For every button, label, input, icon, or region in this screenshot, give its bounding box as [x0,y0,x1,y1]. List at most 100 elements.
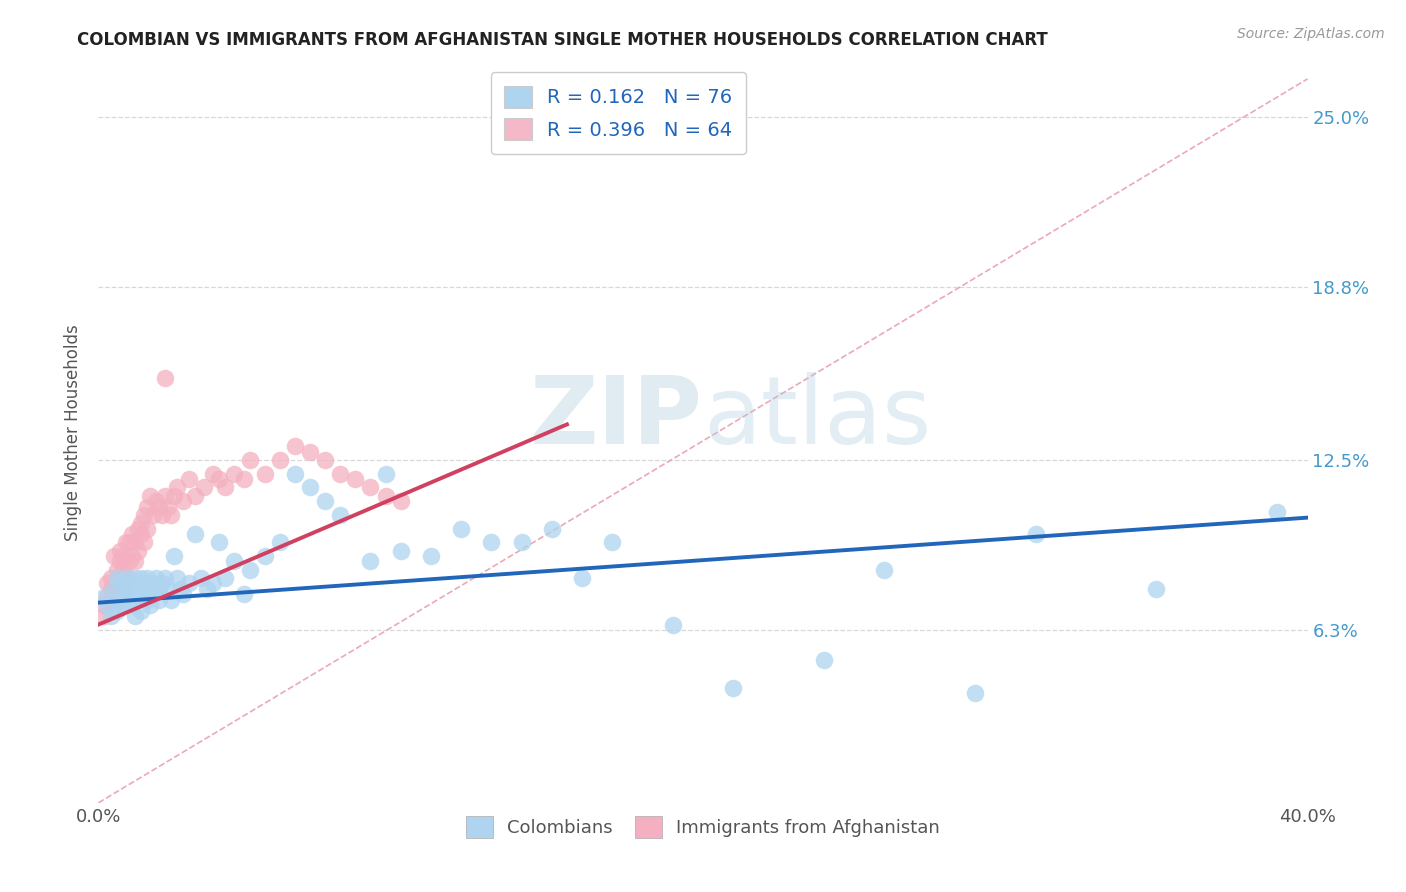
Point [661,617,683,632]
Point [163,549,186,563]
Point [127,590,149,604]
Point [202,576,225,591]
Point [105,604,128,618]
Point [344,472,367,486]
Point [121,582,143,596]
Point [153,489,176,503]
Point [239,453,262,467]
Point [224,467,246,481]
Point [132,576,155,591]
Point [314,453,336,467]
Point [148,582,170,596]
Point [190,571,212,585]
Point [329,508,352,522]
Point [118,554,141,568]
Point [208,535,231,549]
Point [118,587,141,601]
Point [145,571,167,585]
Point [93,609,115,624]
Point [135,593,157,607]
Point [100,571,122,585]
Point [160,593,183,607]
Point [253,467,276,481]
Point [148,500,170,514]
Point [184,489,207,503]
Point [571,571,593,585]
Point [202,467,225,481]
Point [723,681,745,695]
Point [450,522,472,536]
Point [105,563,128,577]
Point [166,571,188,585]
Point [132,535,155,549]
Point [96,576,118,591]
Point [103,582,125,596]
Point [132,587,155,601]
Point [108,576,131,591]
Point [105,571,128,585]
Point [150,576,173,591]
Point [135,571,157,585]
Point [166,480,188,494]
Point [299,445,322,459]
Point [127,543,149,558]
Point [148,593,170,607]
Point [114,571,136,585]
Text: COLOMBIAN VS IMMIGRANTS FROM AFGHANISTAN SINGLE MOTHER HOUSEHOLDS CORRELATION CH: COLOMBIAN VS IMMIGRANTS FROM AFGHANISTAN… [77,31,1047,49]
Point [224,554,246,568]
Point [179,576,201,591]
Point [93,590,115,604]
Point [481,535,503,549]
Point [135,522,157,536]
Point [118,535,141,549]
Point [284,439,307,453]
Point [124,554,146,568]
Legend: Colombians, Immigrants from Afghanistan: Colombians, Immigrants from Afghanistan [456,805,950,849]
Point [121,599,143,613]
Point [540,522,562,536]
Point [108,593,131,607]
Point [153,371,176,385]
Point [127,522,149,536]
Point [172,494,194,508]
Point [127,582,149,596]
Point [111,563,134,577]
Point [813,653,835,667]
Point [299,480,322,494]
Point [129,571,152,585]
Point [389,494,412,508]
Point [105,582,128,596]
Point [111,599,134,613]
Point [184,527,207,541]
Text: Source: ZipAtlas.com: Source: ZipAtlas.com [1237,27,1385,41]
Point [111,582,134,596]
Point [374,467,396,481]
Point [160,508,183,522]
Point [169,582,191,596]
Point [360,554,382,568]
Point [214,571,236,585]
Point [374,489,396,503]
Point [172,587,194,601]
Point [108,571,131,585]
Point [111,587,134,601]
Point [96,599,118,613]
Point [965,686,987,700]
Text: ZIP: ZIP [530,372,703,464]
Point [214,480,236,494]
Point [108,543,131,558]
Point [232,472,254,486]
Point [111,549,134,563]
Point [150,508,173,522]
Text: atlas: atlas [703,372,931,464]
Point [195,582,218,596]
Point [253,549,276,563]
Point [114,535,136,549]
Point [121,527,143,541]
Point [142,508,165,522]
Point [239,563,262,577]
Point [139,582,162,596]
Point [193,480,215,494]
Point [142,576,165,591]
Point [114,571,136,585]
